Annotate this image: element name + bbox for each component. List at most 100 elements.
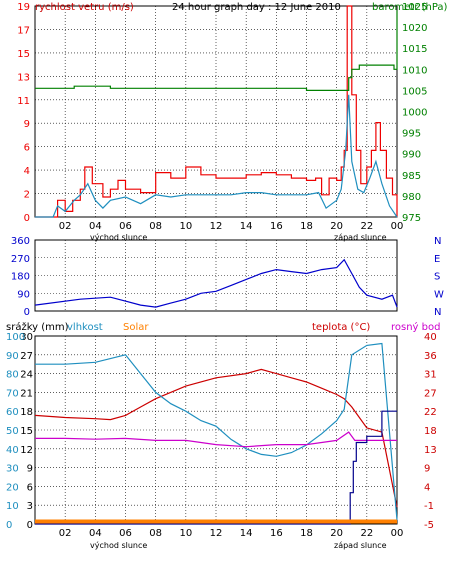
x-tick-label-bottom: 06	[119, 528, 132, 539]
x-tick-label-top: 00	[391, 221, 404, 232]
x-tick-label-top: 20	[330, 221, 343, 232]
direction-tick-label: 90	[17, 289, 30, 300]
temperature-tick-label: 27	[424, 388, 437, 399]
rain-tick-label: 24	[20, 370, 33, 381]
rain-tick-label: 18	[20, 407, 33, 418]
temperature-axis-label: teplota (°C)	[312, 322, 370, 333]
wind-tick-label: 15	[17, 49, 30, 60]
compass-tick-label: E	[434, 254, 440, 265]
humidity-tick-label: 60	[6, 407, 19, 418]
wind-average-series	[35, 94, 398, 218]
compass-tick-label: N	[434, 236, 441, 247]
sunset-label-top: západ slunce	[334, 233, 387, 242]
direction-tick-label: 180	[11, 272, 30, 283]
x-tick-label-top: 16	[270, 221, 283, 232]
temperature-tick-label: 18	[424, 426, 437, 437]
pressure-tick-label: 985	[402, 171, 421, 182]
humidity-tick-label: 50	[6, 426, 19, 437]
temperature-tick-label: 31	[424, 370, 437, 381]
humidity-tick-label: 100	[6, 332, 25, 343]
humidity-tick-label: 70	[6, 388, 19, 399]
temperature-tick-label: 36	[424, 351, 437, 362]
temperature-tick-label: 22	[424, 407, 437, 418]
humidity-tick-label: 10	[6, 501, 19, 512]
x-tick-label-top: 06	[119, 221, 132, 232]
wind-tick-label: 17	[17, 25, 30, 36]
pressure-tick-label: 1005	[402, 86, 427, 97]
temperature-tick-label: -5	[424, 520, 434, 531]
humidity-series	[35, 342, 398, 521]
pressure-tick-label: 995	[402, 129, 421, 140]
pressure-series	[35, 10, 398, 91]
wind-tick-label: 19	[17, 2, 30, 13]
wind-tick-label: 9	[24, 119, 30, 130]
compass-tick-label: W	[434, 289, 444, 300]
sunrise-label-top: východ slunce	[90, 233, 147, 242]
sunrise-label-bottom: východ slunce	[90, 541, 147, 550]
rain-tick-label: 21	[20, 388, 33, 399]
x-tick-label-top: 18	[300, 221, 313, 232]
rain-tick-label: 3	[27, 501, 33, 512]
direction-tick-label: 360	[11, 236, 30, 247]
x-tick-label-bottom: 02	[59, 528, 72, 539]
x-tick-label-bottom: 14	[240, 528, 253, 539]
wind-tick-label: 6	[24, 143, 30, 154]
humidity-tick-label: 30	[6, 464, 19, 475]
temperature-tick-label: 4	[424, 482, 430, 493]
solar-axis-label: Solar	[123, 322, 149, 333]
sunset-label-bottom: západ slunce	[334, 541, 387, 550]
x-tick-label-bottom: 22	[360, 528, 373, 539]
humidity-tick-label: 40	[6, 445, 19, 456]
temperature-series	[34, 368, 398, 508]
wind-tick-label: 0	[24, 213, 30, 224]
rain-tick-label: 15	[20, 426, 33, 437]
compass-tick-label: S	[434, 272, 440, 283]
temperature-tick-label: 40	[424, 332, 437, 343]
dew-point-series	[35, 431, 397, 448]
temperature-panel: srážky (mm) vlhkost Solar teplota (°C) r…	[6, 321, 440, 531]
x-tick-label-bottom: 08	[149, 528, 162, 539]
x-tick-label-top: 14	[240, 221, 253, 232]
rain-tick-label: 9	[27, 464, 33, 475]
pressure-tick-label: 1010	[402, 65, 427, 76]
x-tick-label-top: 08	[149, 221, 162, 232]
x-tick-label-bottom: 04	[89, 528, 102, 539]
dew-point-axis-label: rosný bod	[391, 321, 440, 333]
x-tick-label-bottom: 12	[210, 528, 223, 539]
x-tick-label-bottom: 20	[330, 528, 343, 539]
wind-tick-label: 11	[17, 96, 30, 107]
pressure-tick-label: 1020	[402, 23, 427, 34]
temperature-tick-label: 13	[424, 445, 437, 456]
humidity-tick-label: 80	[6, 370, 19, 381]
rain-series	[35, 410, 397, 525]
temperature-tick-label: -1	[424, 501, 434, 512]
rain-axis-label: srážky (mm)	[6, 321, 69, 333]
humidity-axis-label: vlhkost	[67, 322, 103, 333]
pressure-tick-label: 980	[402, 192, 421, 203]
pressure-axis-label: barometr (hPa)	[372, 2, 448, 13]
wind-gust-series	[35, 5, 398, 218]
x-tick-label-bottom: 16	[270, 528, 283, 539]
humidity-tick-label: 0	[6, 520, 12, 531]
wind-tick-label: 2	[24, 190, 30, 201]
rain-tick-label: 6	[27, 482, 33, 493]
rain-tick-label: 27	[20, 351, 33, 362]
x-tick-label-top: 02	[59, 221, 72, 232]
x-tick-label-bottom: 00	[391, 528, 404, 539]
pressure-tick-label: 990	[402, 150, 421, 161]
compass-tick-label: N	[434, 307, 441, 318]
temperature-tick-label: 9	[424, 464, 430, 475]
x-tick-label-bottom: 18	[300, 528, 313, 539]
wind-tick-label: 13	[17, 72, 30, 83]
wind-panel: rychlost vetru (m/s) 24 hour graph day :…	[17, 2, 447, 224]
rain-tick-label: 0	[27, 520, 33, 531]
pressure-tick-label: 975	[402, 213, 421, 224]
wind-direction-series	[34, 258, 398, 308]
x-tick-label-bottom: 10	[179, 528, 192, 539]
x-tick-label-top: 04	[89, 221, 102, 232]
x-tick-label-top: 10	[179, 221, 192, 232]
humidity-tick-label: 20	[6, 482, 19, 493]
direction-tick-label: 270	[11, 254, 30, 265]
